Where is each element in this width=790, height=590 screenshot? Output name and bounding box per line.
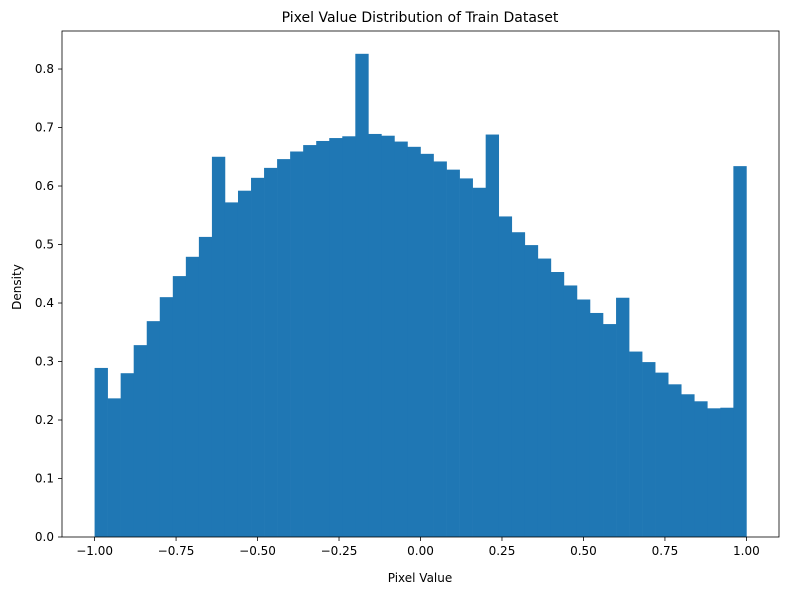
x-tick-label: 1.00 (733, 544, 760, 558)
histogram-bar (185, 256, 200, 537)
histogram-bar (511, 232, 526, 538)
x-tick-label: −0.50 (239, 544, 276, 558)
histogram-bar (694, 401, 708, 537)
histogram-bar (133, 345, 148, 537)
y-tick-label: 0.2 (35, 413, 54, 427)
y-tick-label: 0.0 (35, 530, 54, 544)
histogram-bar (368, 133, 382, 537)
histogram-bar (472, 187, 486, 537)
histogram-bar (342, 136, 356, 538)
histogram-bar (237, 190, 252, 537)
histogram-bar (303, 145, 317, 537)
histogram-bar (264, 167, 278, 537)
histogram-bar (146, 321, 161, 537)
y-tick-label: 0.5 (35, 238, 54, 252)
x-tick-label: −0.25 (321, 544, 358, 558)
y-tick-label: 0.6 (35, 179, 54, 193)
chart-title: Pixel Value Distribution of Train Datase… (282, 10, 559, 26)
axes-group: −1.00 −0.75 −0.50 −0.25 0.00 0.25 0.50 0.75 1.00… (35, 30, 780, 558)
x-tick-label: 0.25 (489, 544, 516, 558)
histogram-bar (485, 134, 500, 538)
histogram-bar (642, 362, 656, 537)
histogram-bar (420, 153, 434, 537)
histogram-bar (107, 398, 121, 537)
bars-group (94, 53, 747, 538)
histogram-bar (381, 135, 395, 537)
histogram-bar (224, 202, 239, 537)
x-tick-label: −0.75 (158, 544, 195, 558)
histogram-bar (681, 394, 695, 537)
histogram-bar (733, 166, 747, 537)
histogram-bar (407, 146, 421, 537)
histogram-bar (498, 216, 513, 537)
histogram-bar (550, 272, 565, 537)
histogram-bar (211, 156, 226, 537)
histogram-bar (198, 236, 213, 537)
x-tick-label: 0.75 (652, 544, 679, 558)
histogram-bar (589, 312, 604, 537)
histogram-bar (329, 138, 343, 538)
histogram-bar (524, 245, 539, 537)
histogram-bar (316, 140, 330, 537)
histogram-bar (94, 367, 108, 537)
y-tick-label: 0.4 (35, 296, 54, 310)
histogram-bar (290, 151, 304, 537)
histogram-bar (120, 373, 134, 537)
histogram-bar (537, 258, 552, 537)
histogram-bar (707, 408, 721, 537)
histogram-bar (629, 351, 643, 537)
y-tick-label: 0.1 (35, 472, 54, 486)
histogram-bar (720, 407, 734, 537)
histogram-bar (446, 169, 460, 537)
histogram-bar (172, 276, 187, 537)
histogram-bar (616, 297, 630, 537)
y-tick-label: 0.8 (35, 62, 54, 76)
histogram-bar (355, 53, 369, 538)
histogram-bar (668, 384, 682, 537)
y-tick-label: 0.3 (35, 355, 54, 369)
histogram-bar (655, 372, 669, 537)
histogram-bar (459, 178, 473, 537)
histogram-bar (433, 161, 447, 537)
histogram-bar (576, 299, 591, 537)
x-tick-label: 0.50 (570, 544, 597, 558)
y-tick-label: 0.7 (35, 121, 54, 135)
histogram-bar (394, 141, 408, 537)
histogram-bar (563, 285, 578, 537)
y-axis-label: Density (10, 264, 24, 310)
histogram-bar (251, 177, 265, 537)
x-tick-label: 0.00 (407, 544, 434, 558)
x-tick-label: −1.00 (76, 544, 113, 558)
x-axis-label: Pixel Value (388, 571, 453, 585)
histogram-bar (159, 297, 174, 537)
histogram-bar (277, 159, 291, 538)
histogram-bar (603, 324, 617, 537)
